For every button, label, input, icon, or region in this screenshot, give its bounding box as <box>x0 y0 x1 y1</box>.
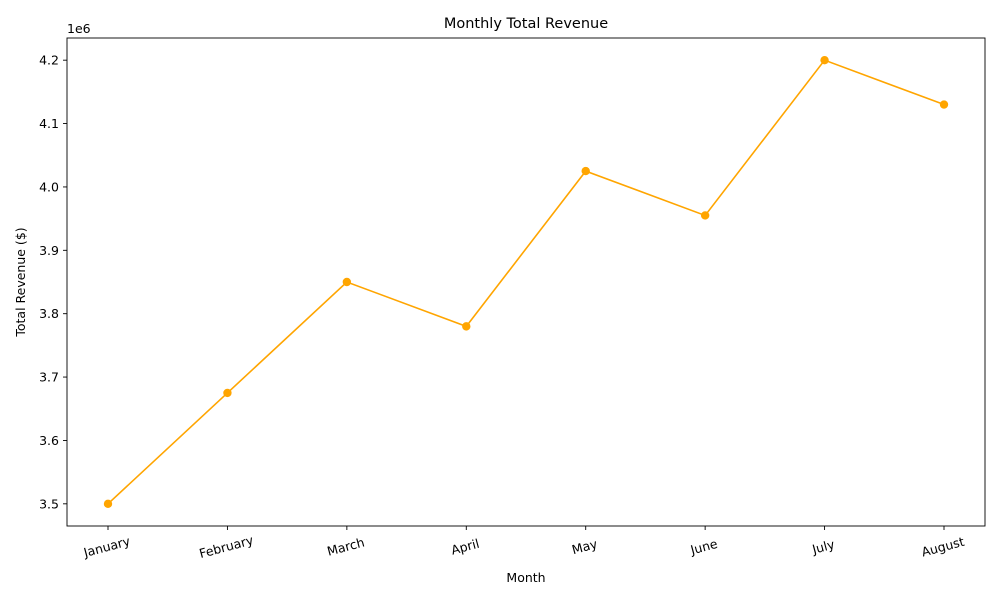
y-tick-label: 3.5 <box>39 496 59 511</box>
y-tick-label: 3.7 <box>39 370 59 385</box>
data-point <box>103 499 113 509</box>
plot-frame <box>66 37 986 527</box>
x-axis-label: Month <box>506 570 545 585</box>
data-point <box>820 55 829 65</box>
y-tick-label: 3.8 <box>39 306 59 321</box>
x-tick-label: January <box>81 533 132 560</box>
x-tick-label: March <box>325 534 366 558</box>
data-point <box>462 322 471 331</box>
y-tick-label: 3.6 <box>39 433 59 448</box>
x-tick-label: June <box>688 536 719 558</box>
data-point <box>581 166 590 176</box>
y-axis-offset-label: 1e6 <box>67 21 91 36</box>
y-tick-label: 4.0 <box>39 179 59 194</box>
plot-area: 3.5 3.6 3.7 3.8 3.9 4.0 4.1 4.2 January February M… <box>39 37 986 561</box>
data-point <box>700 211 710 220</box>
data-point <box>342 277 352 287</box>
y-tick-label: 4.2 <box>39 53 59 68</box>
chart-title: Monthly Total Revenue <box>444 16 608 32</box>
y-tick-label: 4.1 <box>39 116 59 131</box>
series-line <box>107 59 945 505</box>
x-tick-label: August <box>920 534 966 560</box>
x-tick-label: May <box>570 536 599 557</box>
y-tick-label: 3.9 <box>39 243 59 258</box>
data-point <box>939 100 949 109</box>
x-tick-label: February <box>198 532 256 561</box>
y-axis-label: Total Revenue ($) <box>13 227 28 337</box>
data-point <box>223 388 232 398</box>
x-tick-label: July <box>810 536 837 557</box>
x-tick-label: April <box>449 536 480 558</box>
